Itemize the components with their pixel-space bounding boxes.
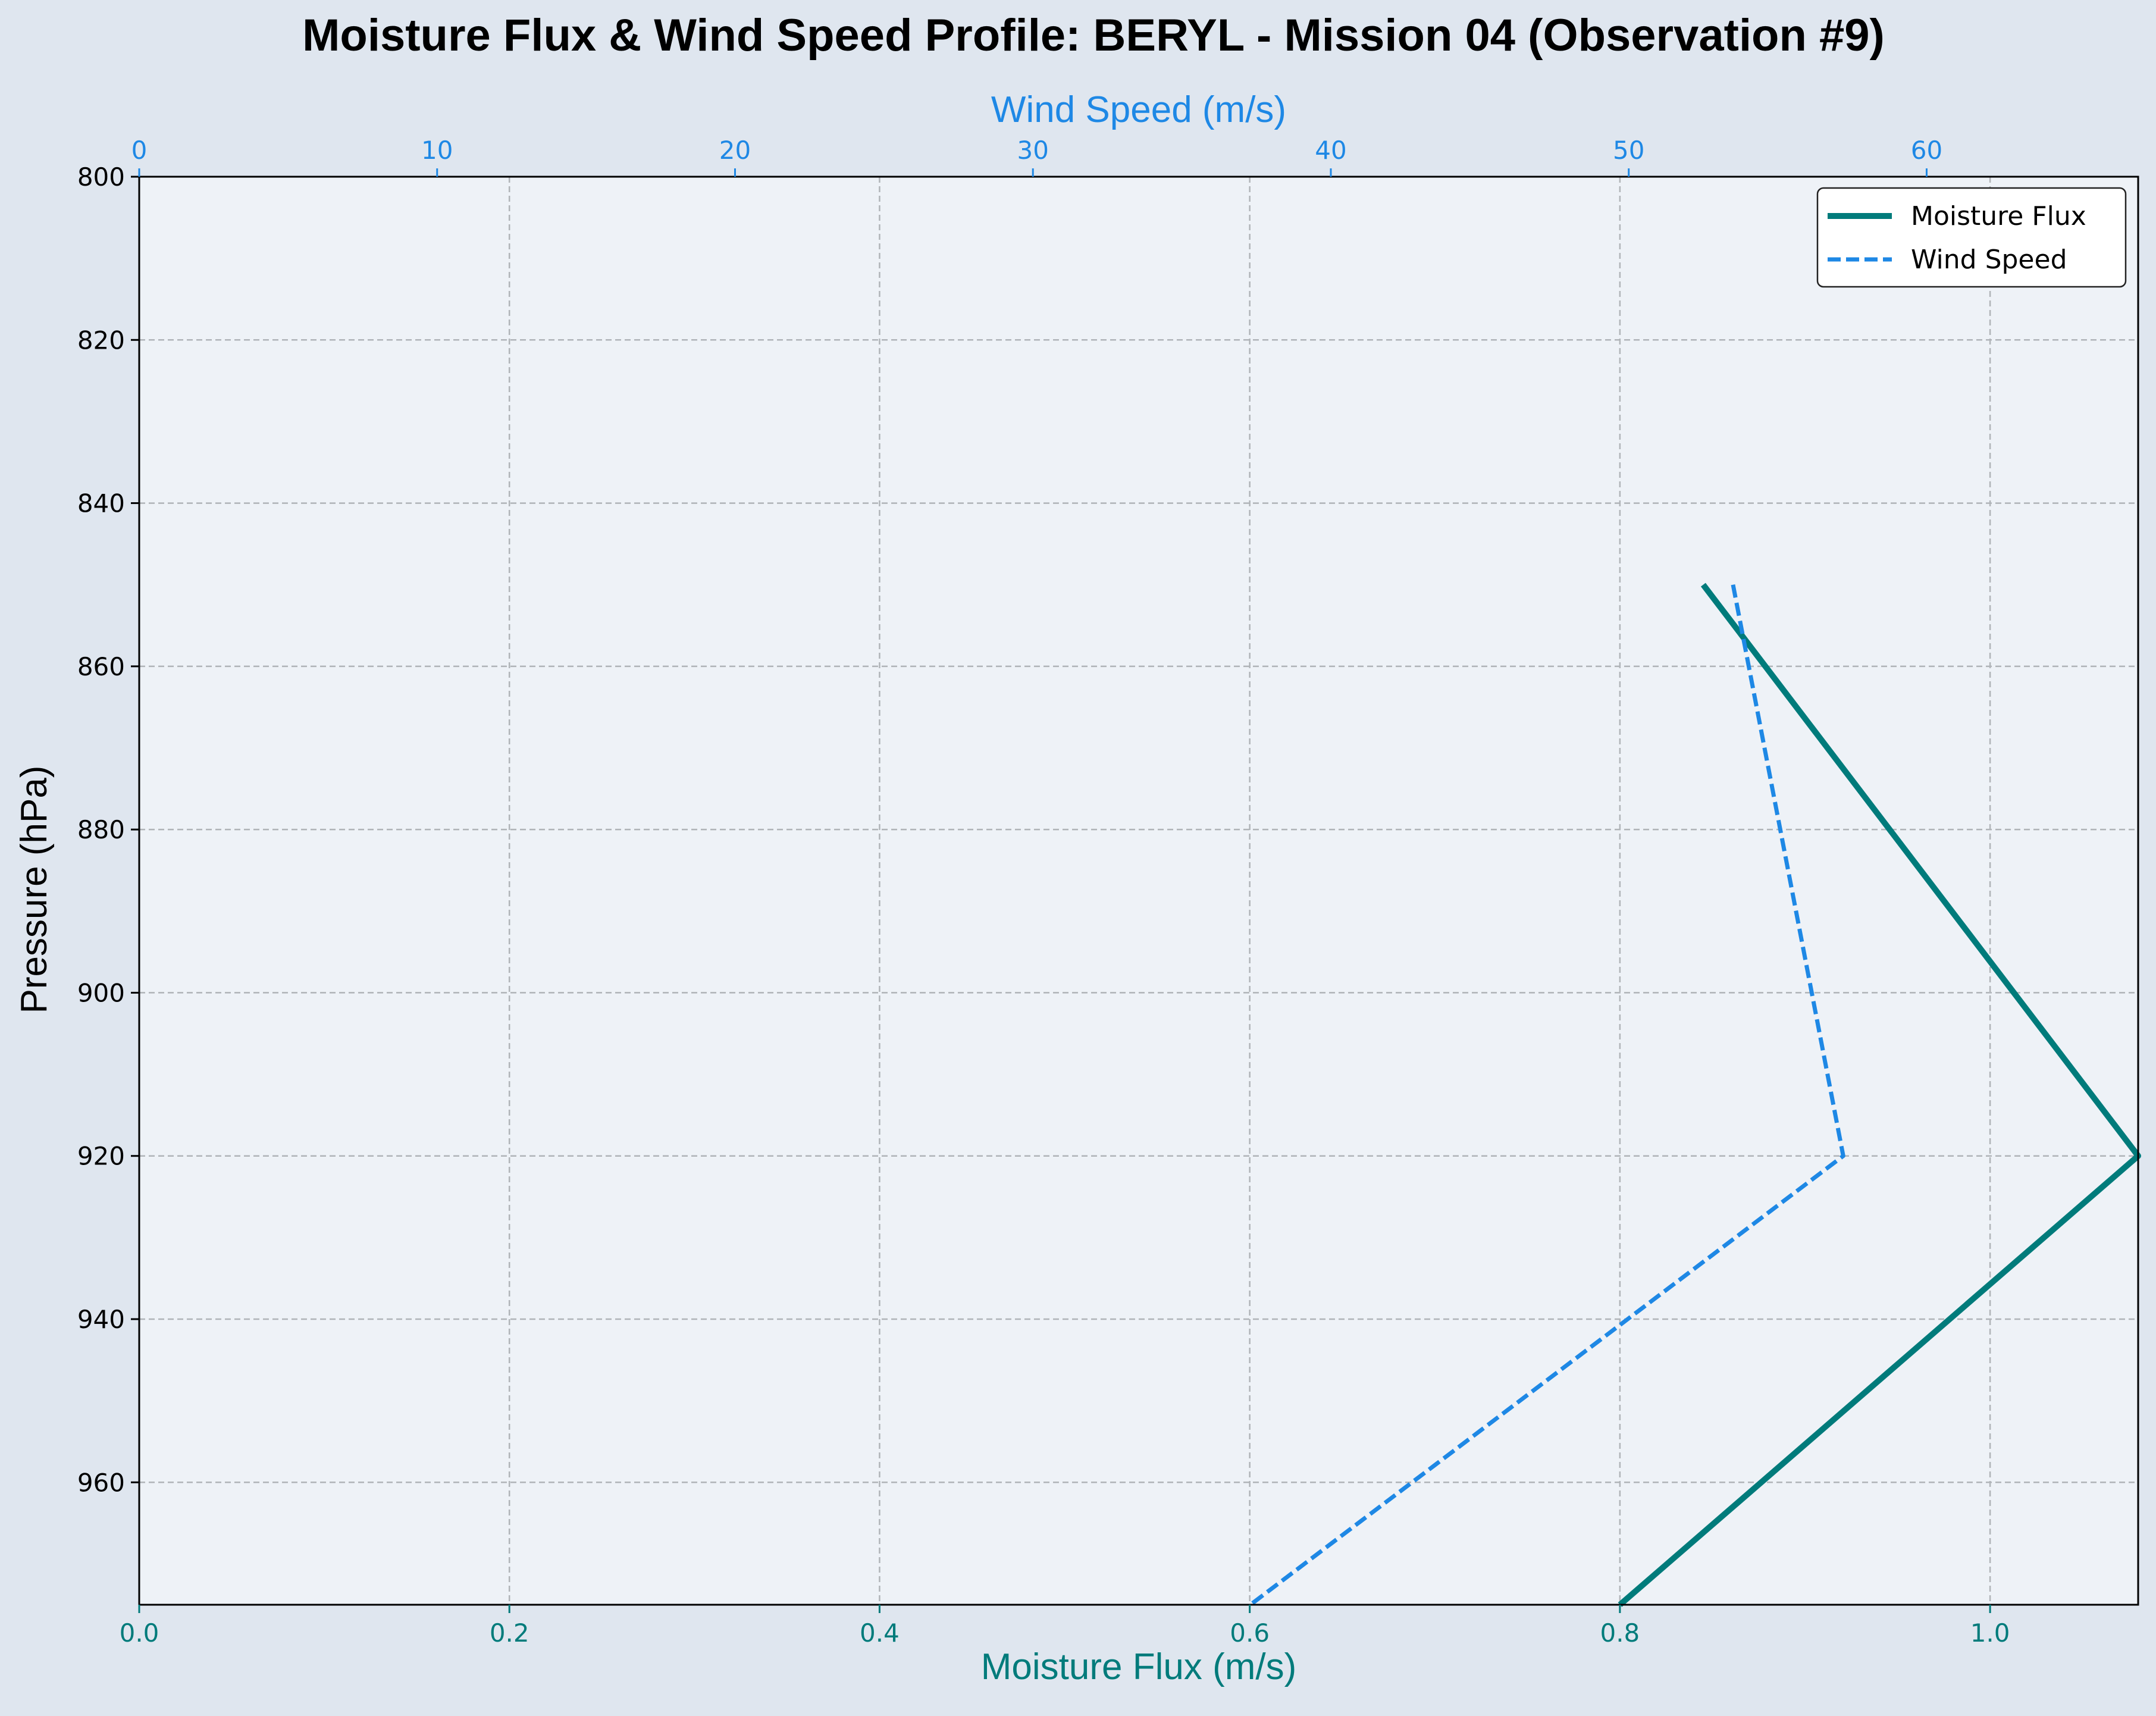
x2-tick-label: 60 — [1911, 136, 1942, 165]
x2-tick-label: 50 — [1613, 136, 1644, 165]
grid — [139, 177, 2138, 1605]
x-axis-label: Moisture Flux (m/s) — [981, 1646, 1296, 1687]
legend: Moisture Flux Wind Speed — [1816, 187, 2127, 288]
y-tick-label: 860 — [77, 652, 125, 681]
x-tick-label: 0.0 — [120, 1618, 159, 1648]
y-tick-label: 840 — [77, 489, 125, 518]
x2-axis-label: Wind Speed (m/s) — [991, 89, 1286, 130]
y-tick-label: 900 — [77, 978, 125, 1007]
x2-tick-label: 40 — [1315, 136, 1346, 165]
x-tick-label: 0.4 — [860, 1618, 900, 1648]
ticks-layer: 0.0 0.2 0.4 0.6 0.8 1.0 800 820 840 860 880 900 920 9… — [77, 136, 2010, 1648]
y-tick-label: 820 — [77, 325, 125, 355]
y-axis-label: Pressure (hPa) — [14, 766, 55, 1014]
x-tick-label: 0.8 — [1600, 1618, 1640, 1648]
plot-area — [139, 177, 2138, 1605]
x-tick-label: 0.2 — [490, 1618, 529, 1648]
x2-tick-label: 30 — [1017, 136, 1049, 165]
x2-tick-label: 20 — [719, 136, 751, 165]
legend-label-wind-speed: Wind Speed — [1911, 245, 2067, 275]
legend-label-moisture-flux: Moisture Flux — [1911, 201, 2086, 231]
y-tick-label: 880 — [77, 815, 125, 844]
chart-title: Moisture Flux & Wind Speed Profile: BERY… — [302, 10, 1885, 61]
x2-tick-label: 10 — [421, 136, 453, 165]
legend-box — [1816, 187, 2127, 288]
series-line-wind-speed — [1249, 584, 1845, 1607]
x2-tick-label: 0 — [131, 136, 148, 165]
x-tick-label: 1.0 — [1970, 1618, 2010, 1648]
y-tick-label: 920 — [77, 1142, 125, 1171]
y-tick-label: 800 — [77, 162, 125, 192]
plot-frame — [138, 176, 2139, 1606]
y-tick-label: 940 — [77, 1305, 125, 1334]
x-tick-label: 0.6 — [1230, 1618, 1270, 1648]
y-tick-label: 960 — [77, 1468, 125, 1497]
